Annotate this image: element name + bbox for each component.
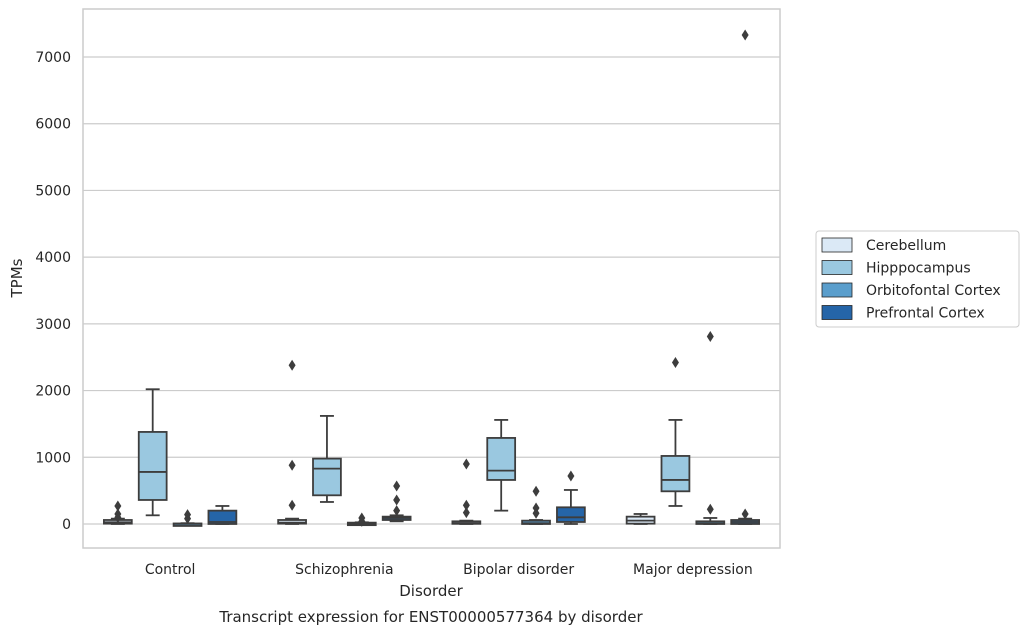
box-orbitofontal-cortex — [521, 485, 551, 525]
outlier-point — [706, 331, 714, 343]
grid — [83, 56, 780, 525]
box-iqr — [137, 431, 168, 501]
box-cerebellum — [103, 500, 133, 525]
legend-swatch — [821, 237, 853, 253]
box-orbitofontal-cortex — [346, 512, 377, 527]
y-tick-label: 1000 — [35, 450, 71, 466]
outlier-point — [288, 359, 296, 371]
legend-swatch — [821, 260, 853, 275]
legend-frame — [815, 230, 1020, 328]
y-tick-label: 3000 — [35, 317, 71, 333]
outlier-point — [288, 459, 296, 471]
x-tick-label: Bipolar disorder — [463, 562, 574, 578]
x-tick-label: Major depression — [633, 562, 753, 578]
y-tick-label: 6000 — [35, 117, 71, 133]
outlier-point — [114, 511, 122, 523]
legend-swatch — [821, 282, 853, 298]
box-prefrontal-cortex — [381, 480, 412, 523]
outlier-point — [393, 505, 401, 517]
box-orbitofontal-cortex — [695, 331, 726, 525]
box-iqr — [207, 509, 238, 525]
outlier-point — [288, 499, 296, 511]
box-prefrontal-cortex — [730, 29, 760, 525]
y-tick-labels: 0 1000 2000 3000 4000 5000 6000 7000 — [35, 50, 71, 533]
box-cerebellum — [625, 513, 656, 525]
outlier-point — [532, 485, 540, 497]
legend: Cerebellum Hipppocampus Orbitofontal Corte… — [815, 230, 1020, 328]
y-axis-label: TPMs — [8, 258, 26, 298]
box-hipppocampus — [312, 415, 342, 503]
legend-label: Prefrontal Cortex — [866, 306, 985, 322]
outlier-point — [358, 515, 366, 527]
x-tick-labels: Control Schizophrenia Bipolar disorder Majo… — [145, 562, 753, 578]
box-iqr — [660, 455, 691, 493]
boxes — [103, 29, 760, 527]
box-hipppocampus — [486, 419, 517, 512]
outlier-point — [462, 507, 470, 519]
box-prefrontal-cortex — [207, 505, 238, 525]
box-prefrontal-cortex — [556, 470, 586, 525]
box-hipppocampus — [137, 388, 168, 517]
legend-label: Orbitofontal Cortex — [866, 283, 1001, 299]
y-tick-label: 5000 — [35, 183, 71, 199]
chart-title: Transcript expression for ENST0000057736… — [218, 608, 643, 626]
outlier-point — [393, 494, 401, 506]
outlier-point — [114, 500, 122, 512]
outlier-point — [706, 503, 714, 515]
box-iqr — [556, 506, 586, 523]
box-iqr — [312, 457, 342, 497]
x-axis-label: Disorder — [399, 582, 463, 600]
y-tick-label: 2000 — [35, 384, 71, 400]
outlier-point — [532, 507, 540, 519]
outlier-point — [741, 29, 749, 41]
legend-swatch — [821, 305, 853, 320]
box-cerebellum — [451, 458, 482, 525]
outlier-point — [462, 458, 470, 470]
outlier-point — [462, 499, 470, 511]
plot-frame — [82, 8, 781, 549]
box-hipppocampus — [660, 357, 691, 507]
x-tick-label: Control — [145, 562, 196, 578]
box-cerebellum — [277, 359, 307, 525]
y-tick-label: 4000 — [35, 250, 71, 266]
x-tick-label: Schizophrenia — [295, 562, 393, 578]
y-tick-label: 0 — [62, 517, 71, 533]
outlier-point — [567, 470, 575, 482]
outlier-point — [741, 508, 749, 520]
box-iqr — [486, 437, 517, 481]
box-orbitofontal-cortex — [172, 509, 203, 527]
outlier-point — [184, 513, 192, 525]
outlier-point — [671, 357, 679, 369]
y-tick-label: 7000 — [35, 50, 71, 66]
outlier-point — [393, 480, 401, 492]
legend-label: Hipppocampus — [866, 261, 971, 277]
legend-label: Cerebellum — [866, 238, 946, 254]
